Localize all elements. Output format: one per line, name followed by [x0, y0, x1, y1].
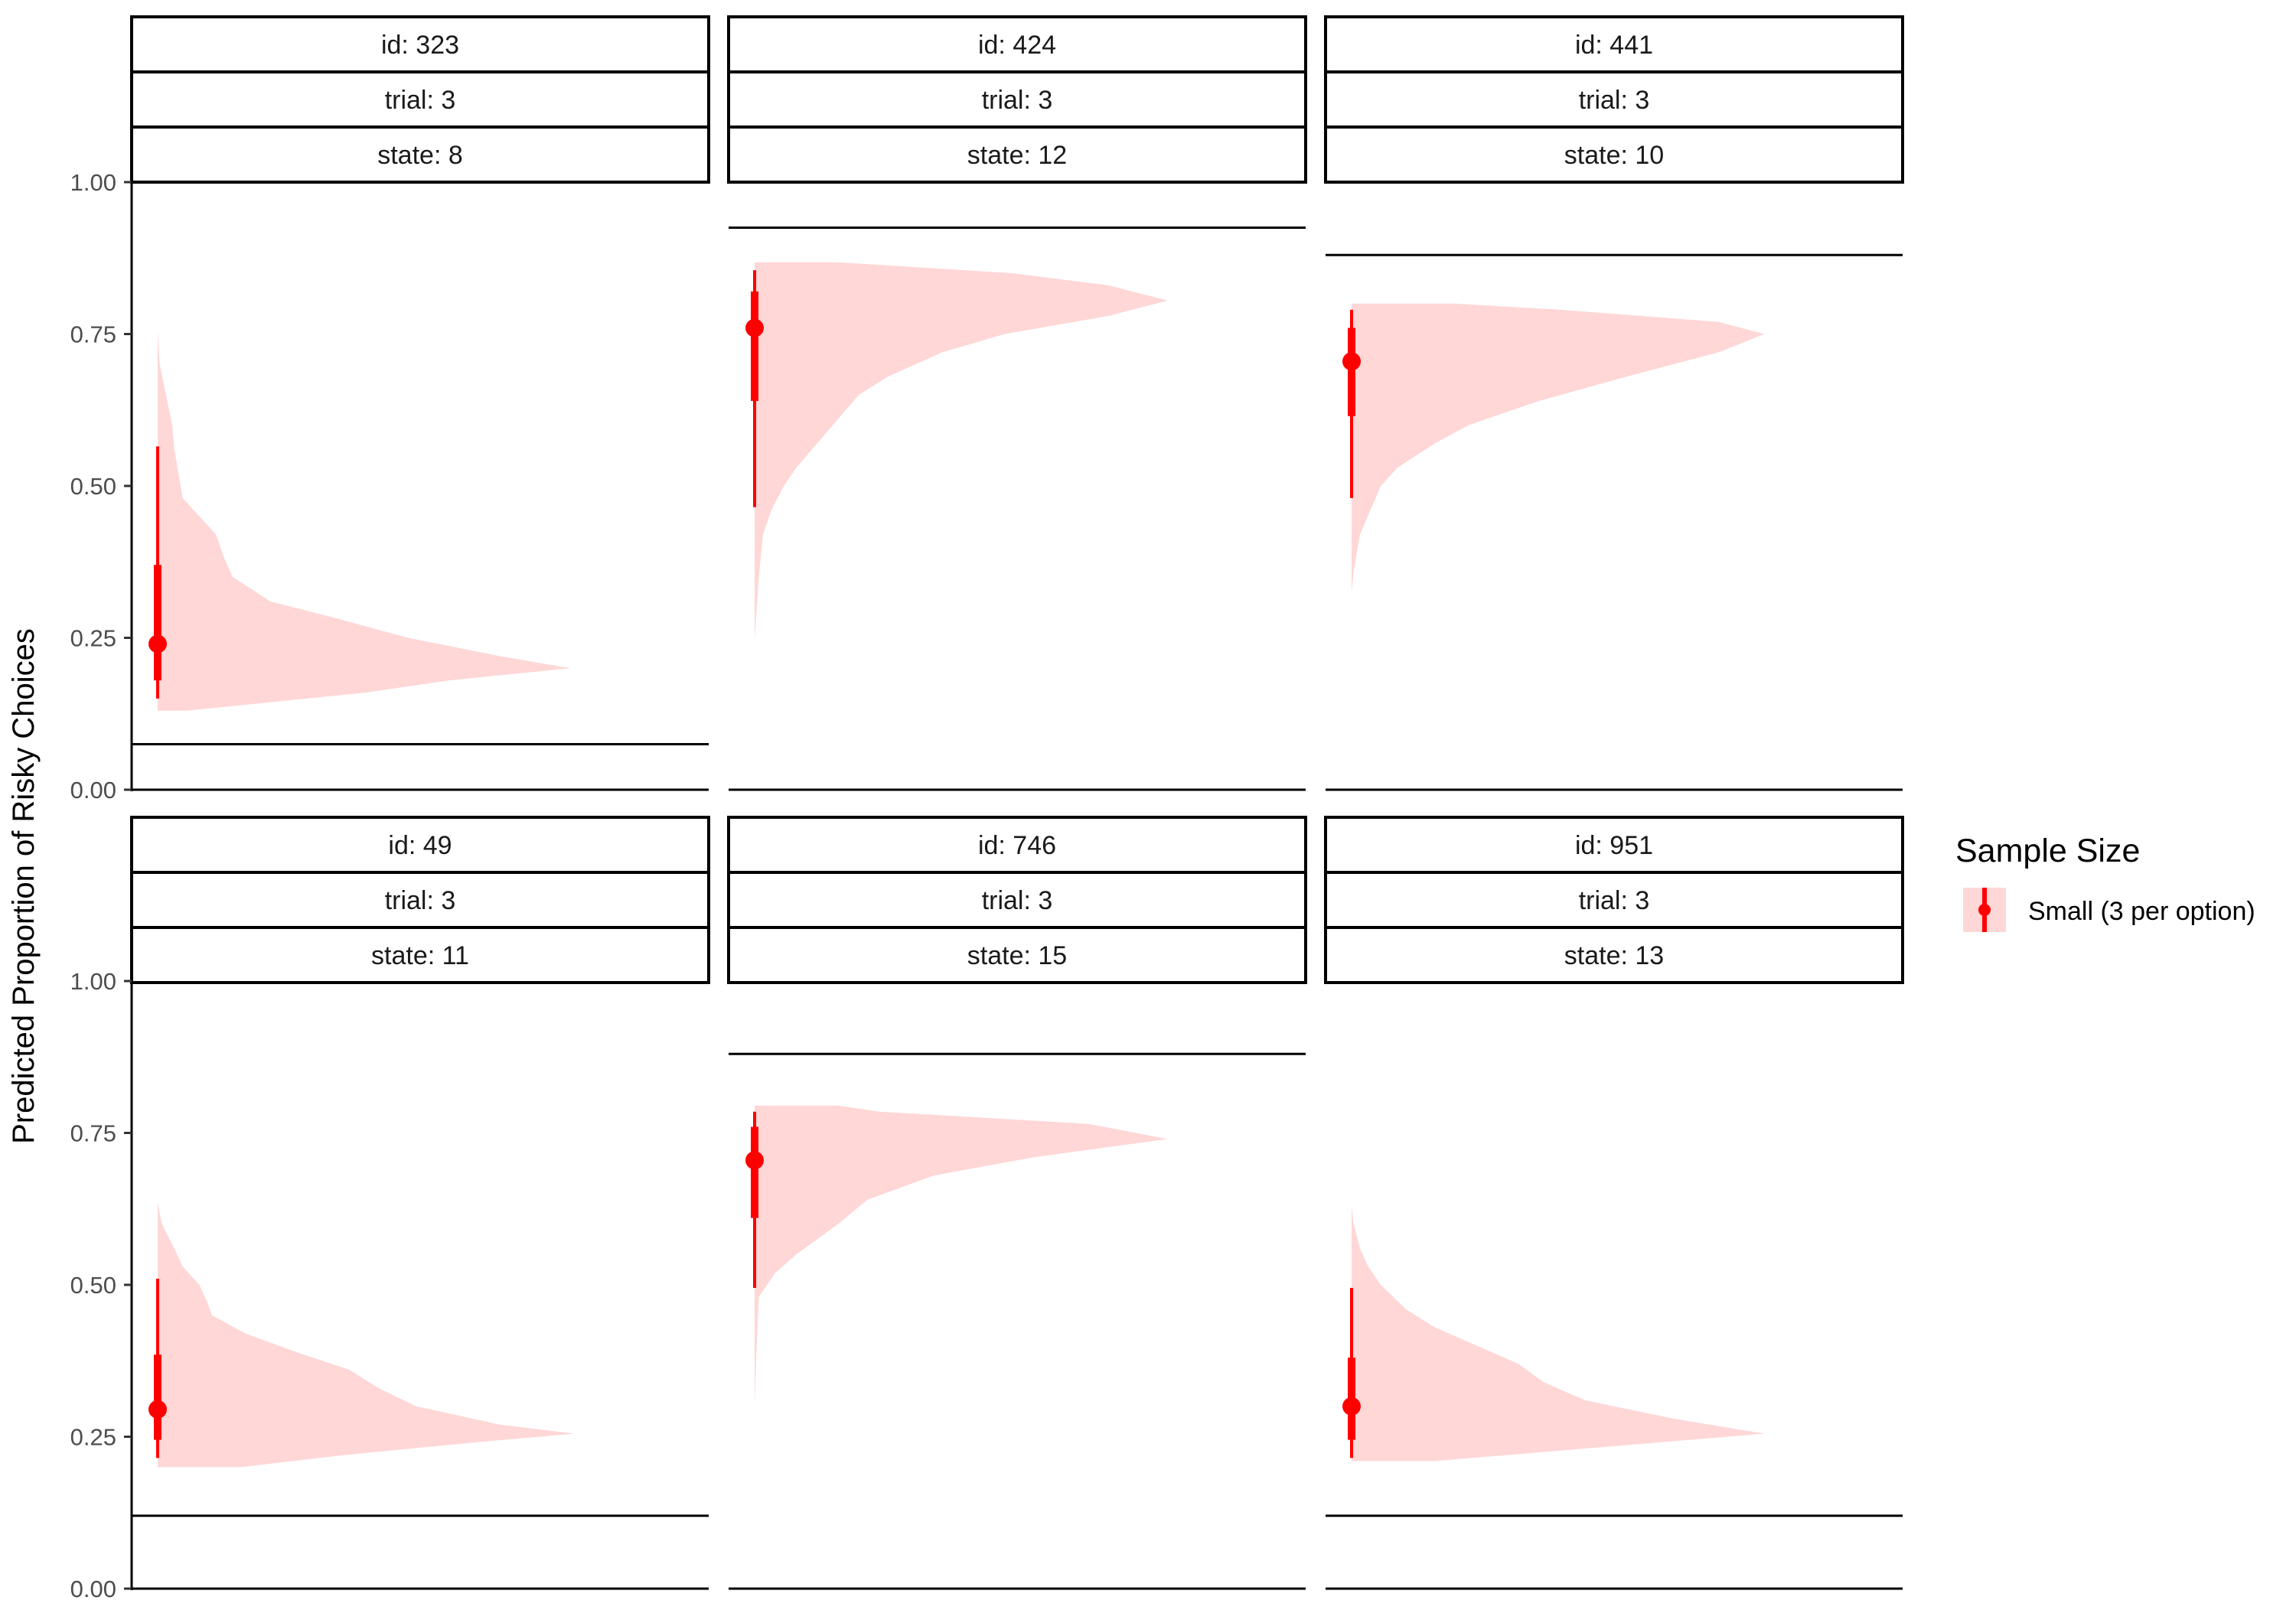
strip-trial-label: trial: 3	[385, 886, 456, 915]
strip-state-label: state: 12	[967, 141, 1067, 170]
strip-state	[130, 926, 710, 984]
strip-id-label: id: 323	[381, 31, 459, 60]
strip-state	[727, 125, 1307, 184]
strip-id-label: id: 424	[978, 31, 1056, 60]
median-point	[148, 634, 167, 654]
facet-panel: id: 441 trial: 3 state: 10	[1324, 15, 1904, 791]
facet-panel: id: 323 trial: 3 state: 8 0.00 0.25 0.50 0.75 1…	[70, 15, 710, 804]
legend-label: Small (3 per option)	[2028, 897, 2255, 926]
legend: Sample Size Small (3 per option)	[1955, 833, 2255, 932]
density-slab	[1352, 1205, 1765, 1462]
strip-id-label: id: 951	[1575, 831, 1653, 860]
strip-id-label: id: 49	[388, 831, 452, 860]
strip-state	[130, 125, 710, 184]
density-slab	[1352, 303, 1765, 592]
y-tick-label: 0.50	[70, 473, 116, 500]
strip-state	[1324, 926, 1904, 984]
median-point	[745, 318, 764, 337]
median-point	[745, 1151, 764, 1170]
strip-trial	[727, 871, 1307, 929]
strip-trial-label: trial: 3	[1579, 886, 1650, 915]
strip-id-label: id: 746	[978, 831, 1056, 860]
density-slab	[755, 262, 1168, 641]
strip-trial-label: trial: 3	[385, 86, 456, 115]
legend-key-point	[1978, 904, 1991, 916]
strip-trial-label: trial: 3	[982, 86, 1053, 115]
legend-title: Sample Size	[1955, 833, 2140, 869]
strip-id	[1324, 816, 1904, 874]
y-tick-label: 1.00	[70, 169, 116, 196]
density-slab	[755, 1105, 1168, 1495]
strip-id	[1324, 15, 1904, 73]
strip-trial	[130, 871, 710, 929]
y-tick-label: 0.25	[70, 1424, 116, 1451]
facet-panel: id: 49 trial: 3 state: 11 0.00 0.25 0.50 0.75 1…	[70, 816, 710, 1602]
strip-state	[1324, 125, 1904, 184]
strip-state-label: state: 13	[1564, 941, 1664, 970]
facet-panel: id: 746 trial: 3 state: 15	[727, 816, 1307, 1590]
strip-state-label: state: 10	[1564, 141, 1664, 170]
y-tick-label: 0.25	[70, 625, 116, 652]
strip-trial	[1324, 871, 1904, 929]
facet-panel: id: 951 trial: 3 state: 13	[1324, 816, 1904, 1590]
strip-id-label: id: 441	[1575, 31, 1653, 60]
strip-state	[727, 926, 1307, 984]
strip-id	[727, 15, 1307, 73]
median-point	[148, 1400, 167, 1419]
density-slab	[158, 331, 571, 711]
strip-trial-label: trial: 3	[982, 886, 1053, 915]
strip-id	[130, 15, 710, 73]
y-tick-label: 1.00	[70, 968, 116, 995]
strip-trial	[1324, 70, 1904, 129]
strip-trial-label: trial: 3	[1579, 86, 1650, 115]
median-point	[1342, 1397, 1361, 1416]
strip-state-label: state: 11	[371, 941, 469, 970]
y-tick-label: 0.50	[70, 1272, 116, 1299]
y-tick-label: 0.75	[70, 1120, 116, 1147]
y-axis-label: Predicted Proportion of Risky Choices	[7, 628, 41, 1144]
density-slab	[158, 1202, 575, 1468]
median-point	[1342, 352, 1361, 371]
y-tick-label: 0.75	[70, 321, 116, 348]
y-tick-label: 0.00	[70, 1576, 116, 1602]
strip-state-label: state: 15	[967, 941, 1067, 970]
strip-trial	[130, 70, 710, 129]
strip-state-label: state: 8	[377, 141, 463, 170]
strip-trial	[727, 70, 1307, 129]
strip-id	[130, 816, 710, 874]
y-tick-label: 0.00	[70, 777, 116, 804]
facet-panel: id: 424 trial: 3 state: 12	[727, 15, 1307, 791]
